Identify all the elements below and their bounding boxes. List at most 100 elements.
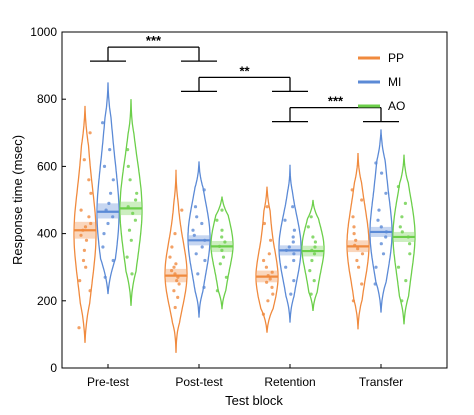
data-point: [311, 235, 315, 239]
data-point: [130, 272, 134, 276]
data-point: [408, 242, 412, 246]
violin-outline: [392, 154, 416, 325]
data-point: [89, 221, 93, 226]
data-point: [265, 205, 269, 209]
data-point: [360, 282, 364, 286]
data-point: [357, 265, 361, 269]
data-point: [79, 208, 83, 212]
data-point: [352, 225, 356, 229]
data-point: [283, 218, 287, 222]
data-point: [200, 245, 204, 249]
x-tick-label: Retention: [264, 375, 315, 389]
data-point: [180, 208, 184, 212]
data-point: [194, 252, 198, 256]
data-point: [309, 292, 313, 296]
y-tick-label: 1000: [30, 25, 57, 39]
data-point: [220, 208, 224, 212]
data-point: [356, 247, 360, 251]
data-point: [373, 282, 377, 286]
data-point: [312, 252, 317, 256]
data-point: [312, 279, 316, 283]
violin-outline: [187, 161, 211, 318]
data-point: [353, 243, 357, 247]
data-point: [81, 228, 85, 232]
plot-frame: [61, 31, 448, 369]
violins: [73, 82, 416, 353]
data-point: [266, 274, 270, 278]
data-point: [381, 252, 386, 256]
data-point: [287, 245, 291, 249]
violin-outline: [73, 105, 97, 343]
data-point: [374, 265, 378, 269]
data-point: [269, 238, 273, 242]
significance-label: **: [239, 63, 250, 78]
data-point: [266, 299, 270, 303]
y-tick-label: 0: [50, 361, 57, 375]
data-point: [134, 198, 138, 202]
data-point: [310, 248, 314, 252]
data-point: [107, 201, 111, 205]
data-point: [77, 326, 81, 330]
data-point: [175, 279, 179, 283]
data-point: [351, 299, 355, 303]
data-point: [408, 252, 412, 256]
data-point: [354, 238, 358, 242]
significance-label: ***: [146, 33, 162, 48]
legend: PP MI AO: [358, 51, 405, 113]
data-point: [220, 248, 224, 252]
data-point: [125, 255, 129, 259]
y-tick-label: 200: [37, 294, 57, 308]
data-point: [262, 221, 266, 226]
data-point: [292, 228, 296, 232]
data-point: [384, 235, 388, 239]
data-point: [87, 215, 91, 219]
data-point: [270, 285, 274, 289]
data-point: [400, 215, 404, 219]
data-point: [384, 191, 388, 195]
data-point: [292, 258, 296, 263]
data-point: [215, 218, 219, 222]
data-point: [79, 233, 83, 237]
data-point: [380, 171, 384, 175]
data-point: [106, 221, 110, 226]
data-point: [291, 240, 295, 244]
data-point: [403, 201, 407, 205]
data-point: [172, 289, 176, 293]
data-point: [173, 232, 177, 236]
data-point: [89, 191, 93, 195]
violin-outline: [119, 99, 143, 306]
data-point: [379, 242, 383, 246]
data-point: [173, 305, 177, 310]
data-point: [104, 208, 108, 212]
data-point: [220, 228, 224, 232]
data-point: [384, 230, 388, 234]
data-point: [404, 279, 408, 283]
data-point: [350, 188, 354, 192]
legend-label: AO: [388, 99, 405, 113]
data-point: [351, 215, 355, 219]
data-point: [400, 230, 404, 234]
data-point: [172, 265, 176, 269]
y-tick-label: 400: [37, 227, 57, 241]
data-point: [170, 269, 174, 273]
data-point: [360, 252, 365, 256]
data-point: [400, 299, 404, 303]
violin-outline: [210, 196, 234, 310]
data-point: [102, 232, 106, 236]
data-point: [360, 198, 364, 202]
significance-brackets: ********: [90, 33, 399, 123]
data-point: [131, 211, 135, 215]
data-point: [101, 245, 105, 249]
data-point: [377, 208, 381, 212]
data-point: [217, 244, 222, 248]
data-point: [135, 191, 139, 195]
data-point: [306, 225, 310, 229]
data-point: [127, 228, 132, 232]
data-point: [291, 235, 295, 239]
data-point: [109, 191, 113, 195]
data-point: [168, 255, 172, 259]
data-point: [291, 205, 295, 209]
violin-outline: [96, 82, 120, 295]
data-point: [398, 225, 402, 229]
